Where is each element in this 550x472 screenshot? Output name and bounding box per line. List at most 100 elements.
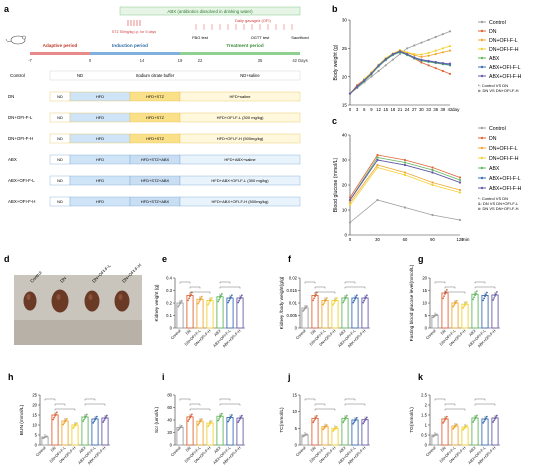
significance-bracket	[44, 398, 56, 401]
data-dot	[355, 416, 358, 419]
data-dot	[62, 423, 65, 426]
legend-label: ABX+OFI-F-H	[489, 186, 522, 192]
data-dot	[82, 420, 85, 423]
data-dot	[455, 301, 457, 304]
data-dot	[65, 419, 67, 422]
legend-label: DN+OFI-F-L	[489, 146, 518, 152]
x-tick-label: 12	[376, 107, 381, 112]
data-dot	[208, 424, 210, 426]
data-point	[427, 64, 430, 67]
data-point	[448, 30, 452, 33]
data-dot	[493, 419, 495, 422]
data-dot	[237, 301, 240, 304]
data-point	[348, 198, 352, 202]
data-point	[348, 221, 352, 224]
group-cell-label: ND	[57, 178, 63, 183]
data-point	[434, 35, 437, 39]
tick-day-35: 35	[258, 58, 263, 63]
group-row: DN ND HFD HFD+STZ HFD+saline	[8, 91, 301, 102]
legend-marker	[480, 56, 484, 60]
data-dot	[475, 416, 477, 419]
y-tick-label: 20	[342, 183, 348, 188]
data-dot	[210, 297, 213, 299]
kidney-label: DN	[59, 276, 67, 284]
data-dot	[305, 305, 308, 308]
data-point	[398, 50, 402, 53]
significance-bracket	[189, 408, 211, 411]
x-tick-label: DN	[185, 329, 192, 336]
data-dot	[230, 415, 232, 418]
group-row: DN+OFI-F-H ND HFD HFD+STZ HFD+OFI-F-H (500mg…	[8, 133, 301, 144]
y-tick-label: 30	[342, 18, 348, 23]
group-cell-label: HFD+STZ+ABX	[141, 157, 170, 162]
group-cell-label: HFD	[96, 157, 104, 162]
y-tick-label: 0.1	[166, 313, 172, 318]
data-dot	[444, 418, 446, 421]
y-tick-label: 10	[342, 208, 348, 213]
panel-letter-f: f	[288, 254, 292, 264]
x-tick-label: DN	[310, 329, 317, 336]
data-dot	[345, 415, 348, 417]
data-dot	[217, 419, 220, 422]
data-dot	[187, 299, 190, 302]
x-tick-label: 39	[441, 107, 446, 112]
data-point	[413, 56, 416, 59]
panel-letter-j: j	[287, 372, 291, 382]
data-dot	[474, 294, 476, 297]
data-point	[406, 52, 409, 56]
data-dot	[190, 415, 192, 417]
data-dot	[189, 416, 191, 419]
y-tick-label: 80	[167, 393, 172, 398]
data-point	[431, 171, 434, 174]
data-dot	[364, 298, 366, 300]
legend-note: *: Control VS DN	[478, 83, 508, 88]
data-dot	[332, 303, 335, 306]
data-dot	[93, 420, 95, 423]
period-treatment: Treatment period	[226, 43, 263, 48]
panel-letter-i: i	[162, 372, 165, 382]
data-dot	[455, 299, 458, 302]
series-line-DN+OFI-F-L	[349, 50, 451, 94]
group-cell-label: HFD	[96, 199, 104, 204]
data-dot	[335, 297, 338, 299]
data-dot	[325, 297, 328, 299]
y-tick-label: 1.5	[421, 413, 427, 418]
group-table: Control ND Sodium citrate buffer ND+saline D…	[8, 70, 301, 207]
tick-day-42: 42 Days	[292, 58, 307, 63]
group-bar	[49, 70, 301, 81]
data-point	[370, 75, 373, 78]
data-point	[376, 166, 379, 169]
significance-bracket	[444, 408, 466, 411]
x-tick-label: 0	[349, 237, 352, 242]
data-dot	[198, 300, 200, 303]
legend-b: Control DN DN+OFI-F-L DN+OFI-F-H ABX ABX+OFI-…	[478, 20, 522, 93]
data-dot	[365, 296, 367, 298]
y-tick-label: 10	[292, 409, 297, 414]
data-point	[427, 51, 430, 54]
data-point	[441, 69, 444, 73]
significance-bracket	[344, 286, 366, 289]
group-cell	[179, 154, 301, 165]
panel-letter-h: h	[8, 372, 14, 382]
data-dot	[208, 302, 210, 304]
data-dot	[343, 299, 345, 302]
data-dot	[475, 292, 477, 295]
group-cell-label: HFD	[96, 136, 104, 141]
y-axis-label: Fasting blood glucose level(mmol/L)	[409, 264, 415, 341]
group-cell	[179, 175, 301, 186]
x-tick-label: 60	[403, 237, 408, 242]
group-cell-label: HFD	[96, 178, 104, 183]
data-dot	[475, 290, 478, 293]
data-point	[406, 51, 409, 54]
data-dot	[322, 303, 325, 306]
data-dot	[94, 418, 96, 421]
data-dot	[443, 295, 445, 298]
data-dot	[344, 298, 346, 300]
data-point	[431, 213, 434, 217]
data-point	[420, 41, 423, 44]
x-tick-label: ABX	[338, 446, 347, 455]
y-tick-label: 0.2	[166, 301, 172, 306]
significance-bracket	[314, 286, 326, 289]
legend-label: DN	[489, 136, 497, 142]
